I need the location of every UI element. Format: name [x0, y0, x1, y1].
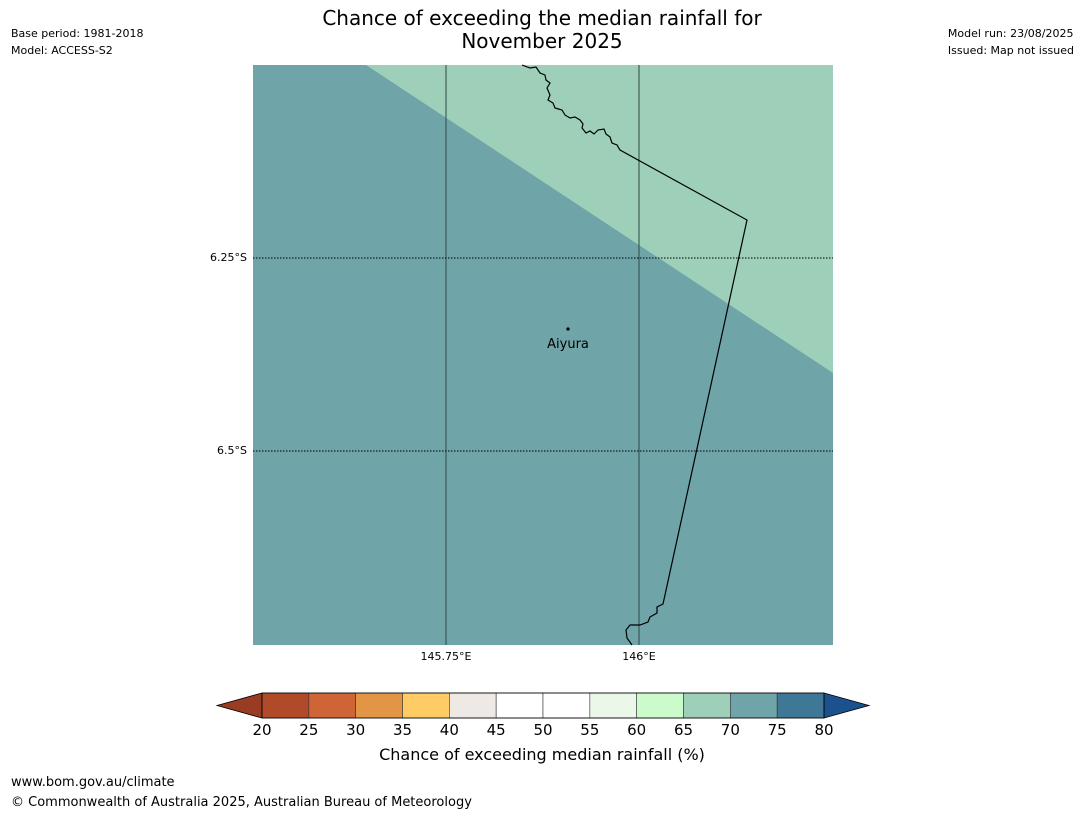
lon-label-146: 146°E — [622, 650, 655, 663]
colorbar-frame — [261, 692, 825, 719]
map-title: Chance of exceeding the median rainfall … — [242, 7, 842, 53]
title-line-1: Chance of exceeding the median rainfall … — [322, 6, 762, 30]
colorbar-segment — [355, 692, 403, 719]
colorbar-segment — [261, 692, 310, 719]
colorbar-segment — [683, 692, 731, 719]
footer-url-text: www.bom.gov.au/climate — [11, 775, 175, 790]
header-meta-right: Model run: 23/08/2025 Issued: Map not is… — [948, 25, 1074, 59]
colorbar-tick-label: 20 — [252, 721, 271, 739]
lon-label-145-75: 145.75°E — [421, 650, 472, 663]
colorbar-segment — [449, 692, 497, 719]
town-label: Aiyura — [547, 337, 589, 352]
colorbar-segments — [261, 692, 825, 719]
colorbar-segment — [776, 692, 825, 719]
coastline-border — [521, 64, 748, 646]
colorbar-ticks: 20 25 30 35 40 45 50 55 60 65 70 75 80 — [252, 721, 833, 739]
colorbar-tick-label: 50 — [533, 721, 552, 739]
colorbar-segment — [589, 692, 637, 719]
title-line-2: November 2025 — [461, 29, 623, 53]
colorbar-title: Chance of exceeding median rainfall (%) — [379, 745, 705, 764]
base-period-text: Base period: 1981-2018 — [11, 27, 144, 40]
colorbar-tick-label: 55 — [580, 721, 599, 739]
colorbar-under-arrow — [215, 692, 263, 719]
colorbar-segment — [308, 692, 356, 719]
town-marker — [566, 327, 570, 331]
colorbar-tick-label: 65 — [674, 721, 693, 739]
map-panel: Aiyura 6.25°S 6.5°S 145.75°E 146°E — [210, 64, 833, 663]
lat-label-6-25: 6.25°S — [210, 251, 247, 264]
colorbar-segment — [730, 692, 778, 719]
colorbar-segment — [542, 692, 591, 719]
colorbar-tick-label: 45 — [487, 721, 506, 739]
colorbar-tick-label: 35 — [393, 721, 412, 739]
colorbar-segment — [495, 692, 544, 719]
colorbar-tick-label: 30 — [346, 721, 365, 739]
colorbar-tick-label: 75 — [768, 721, 787, 739]
colorbar-tick-label: 40 — [440, 721, 459, 739]
colorbar-tick-label: 70 — [721, 721, 740, 739]
colorbar-tick-label: 60 — [627, 721, 646, 739]
colorbar-segment — [402, 692, 450, 719]
header-meta-left: Base period: 1981-2018 Model: ACCESS-S2 — [11, 25, 143, 59]
colorbar-segment — [636, 692, 684, 719]
lat-label-6-5: 6.5°S — [217, 444, 247, 457]
colorbar-over-arrow — [823, 692, 871, 719]
model-run-text: Model run: 23/08/2025 — [947, 27, 1074, 40]
issued-text: Issued: Map not issued — [947, 44, 1074, 57]
colorbar: 20 25 30 35 40 45 50 55 60 65 70 75 80 — [215, 692, 871, 739]
footer-copyright-text: © Commonwealth of Australia 2025, Austra… — [11, 795, 472, 810]
zone-65-70 — [366, 65, 833, 373]
model-text: Model: ACCESS-S2 — [11, 44, 113, 57]
colorbar-tick-label: 25 — [299, 721, 318, 739]
colorbar-tick-label: 80 — [814, 721, 833, 739]
